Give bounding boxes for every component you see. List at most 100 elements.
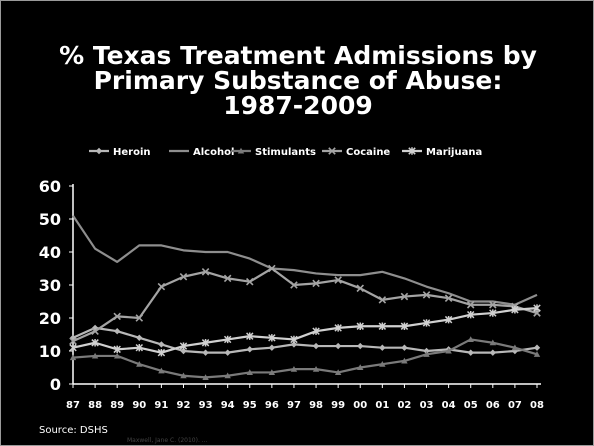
title-line: 1987-2009 [223,91,373,120]
stimulants-point [158,367,165,374]
x-tick-label: 03 [420,400,434,411]
x-tick-label: 07 [508,400,522,411]
stimulants-point [69,354,77,361]
stimulants-point [246,369,253,376]
stimulants-point [202,374,209,380]
heroin-point [158,341,165,348]
stimulants-point [511,344,519,351]
cocaine-point [135,314,144,322]
x-tick-label: 90 [132,400,146,411]
alcohol-legend-label: Alcohol [193,147,234,158]
heroin-legend-marker [95,147,103,155]
marijuana-point [334,324,342,332]
heroin-point [401,344,408,351]
marijuana-series-line [72,307,538,354]
stimulants-legend-label: Stimulants [255,147,316,158]
heroin-legend-label: Heroin [113,147,151,158]
marijuana-point [489,309,497,317]
x-tick-label: 05 [464,400,478,411]
x-tick-label: 95 [243,400,257,411]
stimulants-point [445,347,452,354]
stimulants-series-line [72,338,538,379]
heroin-point [489,349,497,356]
stimulants-point [91,352,99,359]
heroin-point [180,347,187,355]
x-tick-label: 91 [154,400,168,411]
chart-title: % Texas Treatment Admissions by Primary … [1,41,593,120]
cocaine-point [113,312,121,321]
marijuana-legend-marker [408,147,416,155]
marijuana-point [466,310,475,319]
marijuana-point [312,327,320,335]
marijuana-point [444,315,453,324]
source-note: Source: DSHS [39,425,108,436]
heroin-point [246,346,253,353]
cocaine-point [91,327,99,335]
heroin-point [312,342,320,350]
cocaine-point [312,279,320,288]
heroin-series-line [72,326,538,354]
x-tick-label: 99 [331,400,345,411]
y-tick-label: 50 [39,210,61,229]
cocaine-point [290,281,298,289]
stimulants-point [136,361,143,367]
x-tick-label: 08 [530,400,544,411]
title-line: Primary Substance of Abuse: [93,66,503,95]
stimulants-point [224,372,231,379]
stimulants-point [113,352,121,359]
cocaine-point [179,272,188,281]
marijuana-legend-label: Marijuana [426,147,482,158]
heroin-point [533,344,541,351]
x-tick-label: 92 [177,400,191,411]
stimulants-point [489,339,497,346]
cocaine-series-line [72,267,538,343]
marijuana-point [91,339,99,347]
cocaine-point [489,301,497,309]
x-tick-label: 89 [110,400,124,411]
watermark-text: Maxwell, Jane C. (2010). ... [127,437,208,444]
heroin-point [290,341,298,348]
stimulants-point [268,369,276,376]
marijuana-point [179,342,188,350]
marijuana-point [290,335,298,344]
stimulants-point [401,357,408,364]
cocaine-point [444,294,453,302]
cocaine-point [378,296,387,304]
stimulants-point [180,372,187,379]
stimulants-point [467,336,474,343]
x-tick-label: 06 [486,400,500,411]
stimulants-point [423,351,430,357]
heroin-point [357,342,364,350]
x-tick-label: 04 [442,400,456,411]
cocaine-point [245,277,254,286]
y-tick-label: 10 [39,342,61,361]
marijuana-point [400,322,409,330]
marijuana-point [157,348,166,357]
cocaine-point [400,292,409,301]
marijuana-point [378,322,387,330]
x-tick-label: 02 [397,400,411,411]
y-tick-label: 40 [39,243,61,262]
title-line: % Texas Treatment Admissions by [59,41,537,70]
marijuana-point [223,335,232,344]
marijuana-point [246,332,254,340]
x-tick-label: 00 [353,400,367,411]
x-tick-label: 01 [375,400,389,411]
stimulants-point [379,361,386,367]
stimulants-point [357,364,364,371]
marijuana-point [135,343,144,352]
y-tick-label: 0 [50,375,61,394]
x-tick-label: 98 [309,400,323,411]
cocaine-point [334,276,342,284]
heroin-point [467,349,474,356]
cocaine-point [422,291,431,299]
cocaine-point [223,274,232,283]
stimulants-point [312,365,320,372]
cocaine-legend-marker [328,147,336,155]
x-tick-label: 87 [66,400,80,411]
stimulants-point [290,365,298,372]
marijuana-point [69,343,77,352]
heroin-point [136,334,143,341]
